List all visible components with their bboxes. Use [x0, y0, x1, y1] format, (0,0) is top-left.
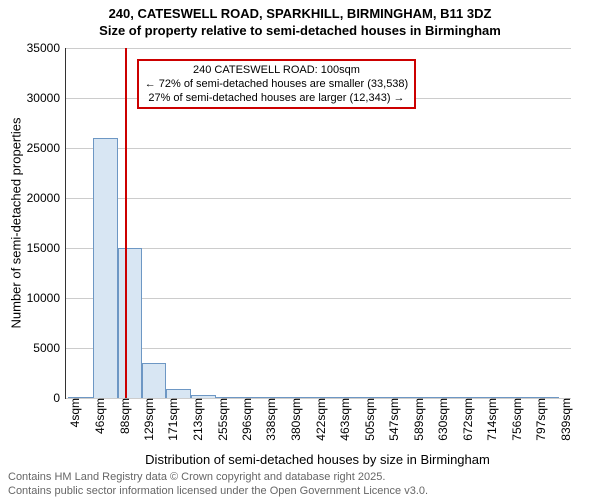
footer-line1: Contains HM Land Registry data © Crown c… [8, 470, 385, 484]
histogram-bar [264, 397, 289, 398]
x-tick-label: 46sqm [87, 398, 107, 434]
histogram-bar [191, 395, 216, 398]
y-tick-label: 5000 [33, 341, 66, 355]
histogram-bar [338, 397, 363, 398]
histogram-bar [216, 397, 240, 398]
histogram-bar [534, 397, 559, 398]
grid-line [66, 198, 571, 199]
histogram-bar [510, 397, 534, 398]
y-tick-label: 35000 [27, 41, 66, 55]
x-tick-label: 88sqm [112, 398, 132, 434]
histogram-bar [166, 389, 191, 398]
histogram-bar [314, 397, 338, 398]
annotation-line: ← 72% of semi-detached houses are smalle… [145, 77, 409, 91]
x-tick-label: 255sqm [210, 398, 230, 441]
histogram-bar [93, 138, 118, 398]
x-tick-label: 589sqm [406, 398, 426, 441]
y-tick-label: 25000 [27, 141, 66, 155]
x-tick-label: 756sqm [504, 398, 524, 441]
chart-container: 240, CATESWELL ROAD, SPARKHILL, BIRMINGH… [0, 0, 600, 500]
histogram-bar [387, 397, 412, 398]
x-tick-label: 338sqm [258, 398, 278, 441]
y-axis-label: Number of semi-detached properties [9, 118, 24, 329]
y-tick-label: 20000 [27, 191, 66, 205]
plot-area: 050001000015000200002500030000350004sqm4… [65, 48, 571, 399]
grid-line [66, 148, 571, 149]
histogram-bar [461, 397, 486, 398]
histogram-bar [289, 397, 314, 398]
x-tick-label: 171sqm [160, 398, 180, 441]
property-marker-line [125, 48, 127, 398]
annotation-line: 240 CATESWELL ROAD: 100sqm [145, 63, 409, 77]
x-tick-label: 547sqm [381, 398, 401, 441]
x-tick-label: 463sqm [332, 398, 352, 441]
x-tick-label: 714sqm [479, 398, 499, 441]
y-tick-label: 30000 [27, 91, 66, 105]
footer-line2: Contains public sector information licen… [8, 484, 428, 498]
x-tick-label: 797sqm [528, 398, 548, 441]
grid-line [66, 298, 571, 299]
annotation-box: 240 CATESWELL ROAD: 100sqm← 72% of semi-… [137, 59, 417, 110]
x-tick-label: 296sqm [234, 398, 254, 441]
y-tick-label: 10000 [27, 291, 66, 305]
grid-line [66, 48, 571, 49]
histogram-bar [142, 363, 167, 398]
x-tick-label: 129sqm [136, 398, 156, 441]
histogram-bar [68, 397, 93, 399]
annotation-line: 27% of semi-detached houses are larger (… [145, 91, 409, 105]
chart-title-line1: 240, CATESWELL ROAD, SPARKHILL, BIRMINGH… [0, 0, 600, 23]
x-tick-label: 380sqm [283, 398, 303, 441]
x-tick-label: 505sqm [357, 398, 377, 441]
chart-title-line2: Size of property relative to semi-detach… [0, 23, 600, 40]
grid-line [66, 348, 571, 349]
histogram-bar [240, 397, 265, 398]
x-tick-label: 839sqm [553, 398, 573, 441]
x-axis-label: Distribution of semi-detached houses by … [145, 452, 490, 467]
grid-line [66, 248, 571, 249]
histogram-bar [412, 397, 436, 398]
x-tick-label: 672sqm [455, 398, 475, 441]
x-tick-label: 422sqm [308, 398, 328, 441]
x-tick-label: 213sqm [185, 398, 205, 441]
histogram-bar [436, 397, 461, 398]
histogram-bar [485, 397, 510, 398]
x-tick-label: 4sqm [62, 398, 82, 427]
y-tick-label: 15000 [27, 241, 66, 255]
histogram-bar [363, 397, 388, 398]
histogram-bar [118, 248, 142, 398]
x-tick-label: 630sqm [430, 398, 450, 441]
